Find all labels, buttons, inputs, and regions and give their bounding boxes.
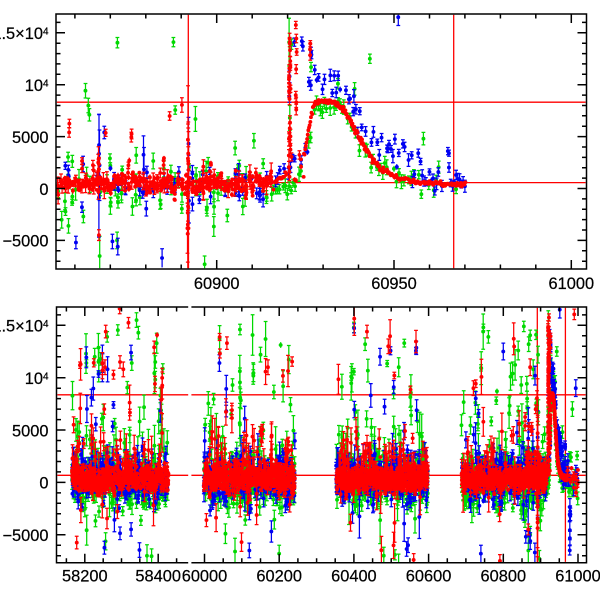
svg-text:60950: 60950 xyxy=(371,275,417,293)
svg-text:60200: 60200 xyxy=(256,567,302,585)
svg-text:61000: 61000 xyxy=(549,275,595,293)
svg-text:104: 104 xyxy=(25,77,49,95)
svg-text:60600: 60600 xyxy=(406,567,452,585)
svg-text:58400: 58400 xyxy=(135,567,181,585)
svg-text:60000: 60000 xyxy=(182,567,228,585)
svg-text:60900: 60900 xyxy=(194,275,240,293)
svg-text:60400: 60400 xyxy=(331,567,377,585)
svg-text:58200: 58200 xyxy=(62,567,108,585)
svg-text:0: 0 xyxy=(39,475,48,493)
svg-text:61000: 61000 xyxy=(555,567,600,585)
svg-text:0: 0 xyxy=(39,181,48,199)
svg-text:5000: 5000 xyxy=(12,422,48,440)
svg-text:60800: 60800 xyxy=(481,567,527,585)
svg-text:5000: 5000 xyxy=(12,129,48,147)
svg-text:1.5×104: 1.5×104 xyxy=(0,25,49,43)
svg-text:104: 104 xyxy=(25,370,49,388)
svg-text:−5000: −5000 xyxy=(2,233,48,251)
svg-text:1.5×104: 1.5×104 xyxy=(0,318,49,336)
svg-text:−5000: −5000 xyxy=(2,527,48,545)
